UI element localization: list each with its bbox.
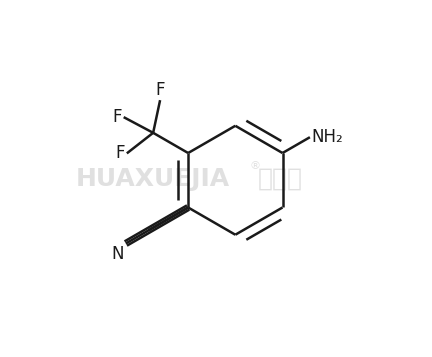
Text: F: F xyxy=(116,144,125,162)
Text: F: F xyxy=(156,81,165,99)
Text: F: F xyxy=(112,108,122,126)
Text: HUAXUEJIA: HUAXUEJIA xyxy=(76,166,229,191)
Text: N: N xyxy=(111,245,124,263)
Text: ®: ® xyxy=(249,161,260,171)
Text: 化学加: 化学加 xyxy=(258,166,303,191)
Text: NH₂: NH₂ xyxy=(311,128,343,146)
